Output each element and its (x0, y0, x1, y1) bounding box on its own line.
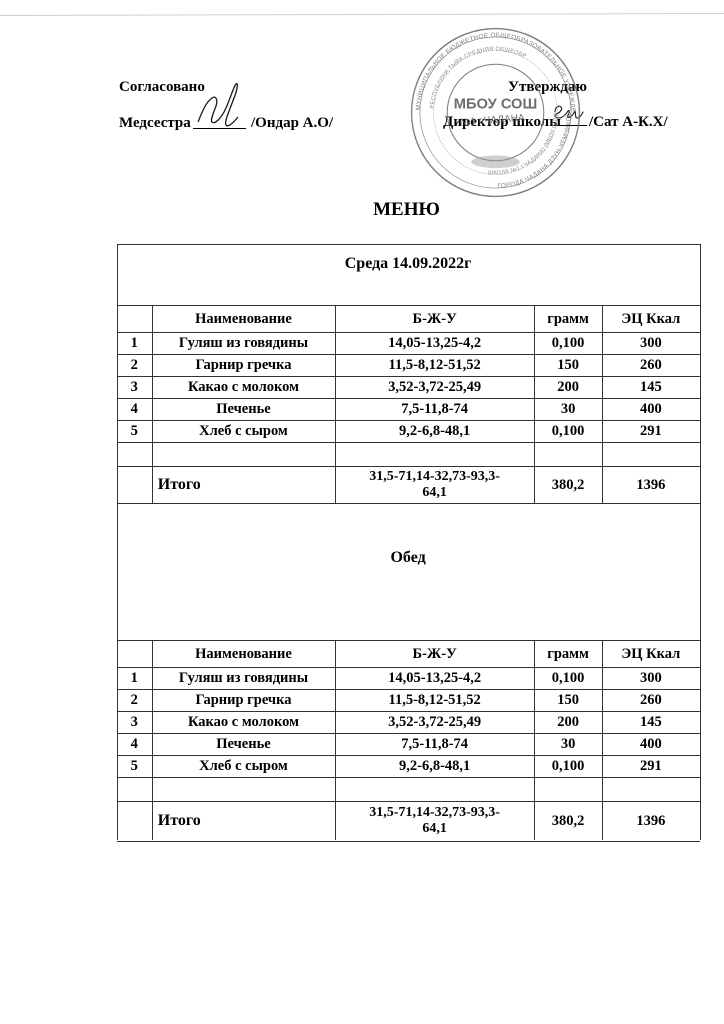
svg-text:№1 г.ЧАДАНА: №1 г.ЧАДАНА (459, 113, 525, 129)
svg-text:МБОУ СОШ: МБОУ СОШ (454, 96, 538, 112)
